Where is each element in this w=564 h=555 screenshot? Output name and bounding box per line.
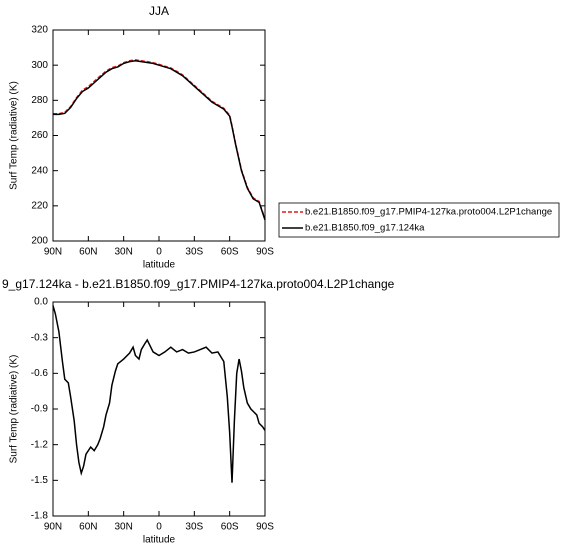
chart-title: JJA xyxy=(149,4,169,18)
x-tick-label: 30S xyxy=(185,522,203,533)
plot-frame xyxy=(52,29,266,242)
x-axis-label: latitude xyxy=(143,535,176,546)
y-tick-label: 260 xyxy=(31,130,48,141)
x-tick-label: 60S xyxy=(221,522,239,533)
chart-title: 9_g17.124ka - b.e21.B1850.f09_g17.PMIP4-… xyxy=(2,277,395,291)
y-axis-label: Surf Temp (radiative) (K) xyxy=(9,81,20,190)
x-tick-label: 30S xyxy=(185,247,203,258)
data-line xyxy=(53,59,266,220)
y-tick-label: 280 xyxy=(31,95,48,106)
y-tick-label: 320 xyxy=(31,25,48,36)
y-tick-label: -0.9 xyxy=(31,404,49,415)
data-line xyxy=(52,305,266,483)
y-tick-label: 0.0 xyxy=(34,297,48,308)
y-tick-label: 220 xyxy=(31,200,48,211)
plot-frame xyxy=(52,301,266,517)
x-tick-label: 90S xyxy=(256,247,274,258)
y-tick-label: -1.5 xyxy=(31,475,49,486)
y-tick-label: -0.6 xyxy=(31,368,49,379)
x-tick-label: 30N xyxy=(114,247,132,258)
legend-label: b.e21.B1850.f09_g17.PMIP4-127ka.proto004… xyxy=(305,207,552,218)
x-tick-label: 0 xyxy=(156,522,162,533)
y-tick-label: 240 xyxy=(31,165,48,176)
x-tick-label: 90N xyxy=(44,247,62,258)
data-line xyxy=(53,60,266,221)
x-tick-label: 0 xyxy=(156,247,162,258)
y-axis-label: Surf Temp (radiative) (K) xyxy=(9,355,20,464)
legend-box xyxy=(278,202,560,238)
x-tick-label: 60N xyxy=(79,522,97,533)
y-tick-label: -1.2 xyxy=(31,439,49,450)
x-tick-label: 60N xyxy=(79,247,97,258)
y-tick-label: 200 xyxy=(31,236,48,247)
x-tick-label: 60S xyxy=(221,247,239,258)
y-tick-label: 300 xyxy=(31,60,48,71)
x-tick-label: 90N xyxy=(44,522,62,533)
y-tick-label: -0.3 xyxy=(31,332,49,343)
x-tick-label: 30N xyxy=(114,522,132,533)
y-tick-label: -1.8 xyxy=(31,511,49,522)
x-tick-label: 90S xyxy=(256,522,274,533)
legend-label: b.e21.B1850.f09_g17.124ka xyxy=(305,223,425,234)
x-axis-label: latitude xyxy=(143,260,176,271)
